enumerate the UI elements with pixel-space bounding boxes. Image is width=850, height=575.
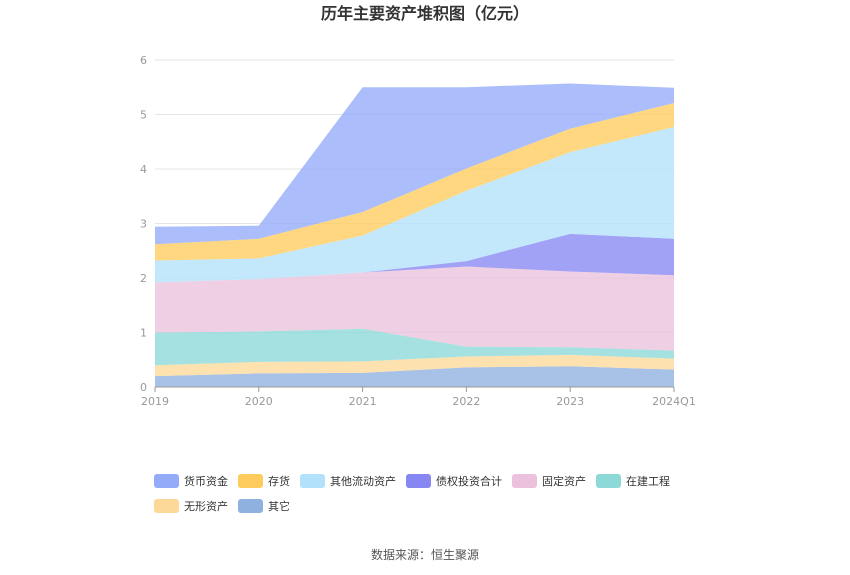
axes: 0 1 2 3 4 5 6 2019 2020 2021 2022 2023 2024Q1 (140, 54, 696, 408)
y-tick-label: 0 (140, 381, 147, 394)
area-无形资产[interactable] (155, 354, 674, 377)
legend-swatch (406, 474, 431, 488)
x-tick-label: 2023 (556, 395, 584, 408)
legend-swatch (238, 499, 263, 513)
area-series (155, 83, 674, 387)
legend-label: 在建工程 (626, 474, 670, 488)
legend-label: 无形资产 (184, 499, 228, 513)
legend-label: 固定资产 (542, 474, 586, 488)
x-tick-label: 2019 (141, 395, 169, 408)
x-tick-label: 2022 (452, 395, 480, 408)
y-tick-label: 3 (140, 218, 147, 231)
legend-item-固定资产[interactable]: 固定资产 (512, 474, 586, 488)
data-source-note: 数据来源：恒生聚源 (371, 547, 479, 562)
legend-label: 存货 (268, 474, 290, 488)
area-存货[interactable] (155, 103, 674, 261)
area-固定资产[interactable] (155, 266, 674, 351)
legend-label: 货币资金 (184, 474, 228, 488)
legend-swatch (238, 474, 263, 488)
legend-label: 其它 (268, 499, 290, 513)
legend-swatch (154, 499, 179, 513)
area-其它[interactable] (155, 366, 674, 387)
y-tick-label: 2 (140, 272, 147, 285)
chart-title: 历年主要资产堆积图（亿元） (321, 4, 529, 23)
y-tick-label: 1 (140, 327, 147, 340)
area-其他流动资产[interactable] (155, 127, 674, 283)
legend-item-其他流动资产[interactable]: 其他流动资产 (300, 474, 396, 488)
x-tick-label: 2021 (349, 395, 377, 408)
area-货币资金[interactable] (155, 83, 674, 245)
legend-swatch (154, 474, 179, 488)
legend-swatch (300, 474, 325, 488)
legend-item-债权投资合计[interactable]: 债权投资合计 (406, 474, 502, 488)
x-tick-label: 2020 (245, 395, 273, 408)
area-在建工程[interactable] (155, 328, 674, 366)
x-tick-label: 2024Q1 (652, 395, 696, 408)
legend-item-存货[interactable]: 存货 (238, 474, 290, 488)
legend-label: 其他流动资产 (330, 474, 396, 488)
legend-item-其它[interactable]: 其它 (238, 499, 290, 513)
legend-item-无形资产[interactable]: 无形资产 (154, 499, 228, 513)
legend-swatch (512, 474, 537, 488)
legend-item-货币资金[interactable]: 货币资金 (154, 474, 228, 488)
y-tick-label: 5 (140, 109, 147, 122)
area-债权投资合计[interactable] (155, 233, 674, 283)
legend-item-在建工程[interactable]: 在建工程 (596, 474, 670, 488)
y-tick-label: 6 (140, 54, 147, 67)
y-tick-label: 4 (140, 163, 147, 176)
legend-swatch (596, 474, 621, 488)
legend-label: 债权投资合计 (436, 474, 502, 488)
